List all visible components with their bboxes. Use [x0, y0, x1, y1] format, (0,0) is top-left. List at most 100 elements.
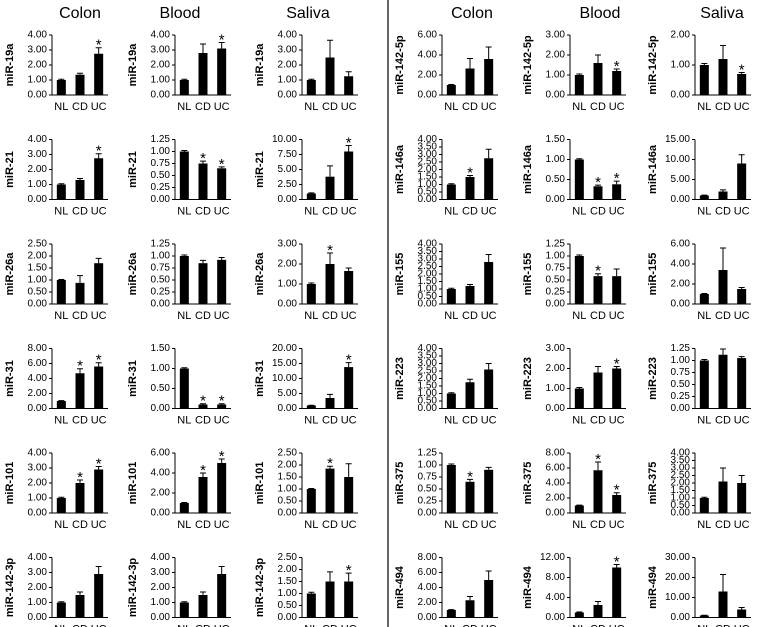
error-bar — [181, 601, 188, 603]
y-tick-label: 7.50 — [278, 149, 298, 160]
category-label: NL — [697, 101, 711, 113]
significance-marker: * — [219, 393, 225, 410]
y-tick-label: 4.00 — [28, 448, 48, 459]
y-tick-label: 3.00 — [151, 45, 171, 56]
bar — [718, 591, 728, 618]
y-tick-label: 2.00 — [418, 597, 438, 608]
y-tick-label: 0.00 — [278, 299, 298, 310]
y-tick-label: 1.00 — [418, 388, 438, 399]
error-bar — [77, 72, 83, 75]
category-label: NL — [304, 310, 318, 322]
bar — [484, 580, 494, 618]
bar — [75, 282, 85, 304]
error-bar — [485, 466, 492, 470]
error-bar — [181, 502, 188, 503]
panel: 0.00 1.00 2.00 3.00 4.00 miR-19a NL CD UC — [254, 30, 358, 113]
error-bar — [467, 58, 473, 69]
panel: 0.000.501.001.502.002.503.003.504.00 miR-… — [647, 448, 751, 531]
category-label: NL — [177, 519, 191, 531]
y-tick-label: 2.00 — [28, 582, 48, 593]
y-tick-label: 6.00 — [28, 358, 48, 369]
y-tick-label: 0.00 — [28, 194, 48, 205]
category-label: NL — [304, 623, 318, 627]
bar — [306, 80, 316, 95]
error-bar — [595, 54, 601, 63]
y-tick-label: 4.00 — [418, 134, 438, 145]
category-label: CD — [72, 414, 88, 426]
bar — [217, 259, 227, 304]
y-tick-label: 1.00 — [671, 355, 691, 366]
category-label: CD — [590, 519, 606, 531]
y-tick-label: 1.50 — [671, 485, 691, 496]
y-tick-label: 4.00 — [418, 582, 438, 593]
bar — [179, 80, 189, 95]
error-bar — [613, 492, 620, 495]
y-tick-label: 2.00 — [671, 279, 691, 290]
y-tick-label: 1.00 — [28, 179, 48, 190]
category-label: NL — [444, 414, 458, 426]
category-label: UC — [214, 101, 230, 113]
significance-marker: * — [467, 164, 473, 181]
bar — [94, 469, 104, 513]
y-tick-label: 0.00 — [151, 508, 171, 519]
category-label: NL — [444, 623, 458, 627]
y-tick-label: 1.50 — [278, 472, 298, 483]
y-tick-label: 0.00 — [671, 194, 691, 205]
y-tick-label: 0.75 — [546, 263, 566, 274]
panel: 0.00 1.00 2.00 3.00 4.00 miR-19a NL CD UC * — [127, 30, 231, 113]
significance-marker: * — [595, 451, 601, 468]
y-tick-label: 0.00 — [418, 194, 438, 205]
bar — [465, 382, 475, 409]
error-bar — [95, 257, 102, 264]
significance-marker: * — [614, 553, 620, 570]
category-label: CD — [195, 623, 211, 627]
y-tick-label: 4.00 — [671, 259, 691, 270]
significance-marker: * — [467, 468, 473, 485]
category-label: NL — [177, 101, 191, 113]
y-tick-label: 3.00 — [28, 463, 48, 474]
bar — [306, 405, 316, 409]
panel: 0.00 1.00 2.00 3.00 miR-142-5p NL CD UC * — [522, 30, 626, 113]
y-tick-label: 0.25 — [151, 287, 171, 298]
panel: 0.000.501.001.502.002.503.003.504.00 miR-… — [394, 239, 498, 322]
significance-marker: * — [96, 143, 102, 160]
y-axis-label: miR-19a — [254, 43, 266, 87]
error-bar — [308, 282, 315, 284]
y-tick-label: 2.00 — [418, 373, 438, 384]
y-tick-label: 4.00 — [151, 552, 171, 563]
panel: 0.000.501.001.502.002.50 miR-101 NL CD * UC — [254, 448, 358, 531]
category-label: UC — [734, 414, 750, 426]
y-tick-label: 1.00 — [28, 493, 48, 504]
y-tick-label: 2.50 — [278, 448, 298, 459]
y-axis-label: miR-146a — [394, 144, 406, 194]
bar — [593, 470, 603, 513]
panel: 0.00 5.00 10.00 15.00 miR-146a NL CD UC — [647, 134, 751, 217]
y-tick-label: 0.00 — [671, 612, 691, 623]
error-bar — [720, 247, 726, 270]
y-axis-label: miR-19a — [127, 43, 139, 87]
bar — [737, 609, 747, 618]
error-bar — [595, 366, 601, 373]
error-bar — [576, 254, 583, 256]
bar — [574, 505, 584, 513]
y-tick-label: 0.00 — [278, 194, 298, 205]
column-header: Colon — [59, 5, 101, 22]
y-tick-label: 8.00 — [546, 448, 566, 459]
y-axis-label: miR-375 — [522, 462, 534, 505]
error-bar — [448, 463, 455, 465]
category-label: UC — [341, 623, 357, 627]
y-axis-label: miR-142-5p — [394, 35, 406, 95]
bar — [612, 495, 622, 513]
category-label: NL — [304, 205, 318, 217]
y-axis-label: miR-155 — [522, 253, 534, 296]
y-tick-label: 1.25 — [151, 239, 171, 250]
error-bar — [95, 47, 102, 54]
y-tick-label: 1.00 — [671, 60, 691, 71]
category-label: NL — [177, 414, 191, 426]
y-tick-label: 0.00 — [278, 403, 298, 414]
panel: 0.00 1.00 2.00 3.00 miR-223 NL CD UC * — [522, 343, 626, 426]
error-bar — [345, 463, 352, 477]
y-tick-label: 0.00 — [278, 90, 298, 101]
y-tick-label: 1.00 — [278, 279, 298, 290]
